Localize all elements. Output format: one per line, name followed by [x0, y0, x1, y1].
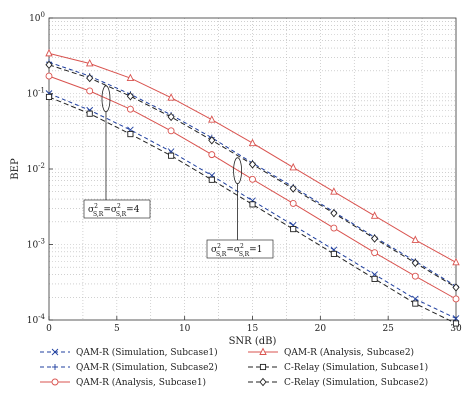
data-point	[208, 151, 216, 159]
data-point	[85, 58, 94, 67]
legend: QAM-R (Simulation, Subcase1) QAM-R (Simul…	[40, 347, 428, 388]
annotation-subcase1: σ2 S,R=σ2 S,R=4	[83, 199, 151, 219]
data-point	[371, 234, 379, 243]
legend-label: C-Relay (Simulation, Subcase2)	[284, 377, 428, 388]
data-point	[289, 184, 297, 193]
data-point	[411, 272, 419, 280]
data-point	[412, 300, 419, 307]
series-line	[48, 96, 457, 324]
x-tick-label: 5	[114, 324, 120, 334]
data-point	[452, 320, 460, 327]
data-point	[411, 235, 420, 243]
annotation-subcase2: σ2 S,R=σ2 S,R=1	[206, 239, 274, 259]
legend-marker	[51, 378, 59, 386]
legend-entry: C-Relay (Simulation, Subcase2)	[248, 377, 428, 388]
data-point	[330, 208, 338, 218]
legend-entry: C-Relay (Simulation, Subcase1)	[248, 362, 428, 373]
data-point	[45, 72, 53, 80]
y-tick-label: 10-2	[27, 162, 45, 175]
data-point	[86, 73, 94, 83]
data-point	[330, 224, 338, 232]
legend-entry: QAM-R (Simulation, Subcase2)	[40, 362, 218, 373]
data-point	[126, 105, 134, 113]
legend-marker	[52, 364, 58, 370]
data-point	[370, 211, 379, 219]
x-stroke	[51, 348, 59, 356]
data-point	[208, 115, 216, 123]
data-point	[167, 112, 175, 122]
data-point	[86, 110, 93, 117]
annotation-text: σ2 S,R=σ2 S,R=1	[211, 243, 262, 258]
annotation-box	[206, 239, 274, 259]
data-point	[289, 199, 297, 207]
x-tick-label: 30	[450, 324, 462, 334]
data-point	[45, 93, 53, 101]
data-point	[452, 257, 460, 266]
legend-marker	[259, 377, 267, 387]
y-ticks: 100 10-1 10-2 10-3 10-4	[27, 11, 53, 326]
series-3	[45, 72, 460, 303]
series-6	[45, 60, 460, 292]
data-point	[249, 175, 256, 183]
data-point	[168, 152, 175, 159]
data-point	[371, 249, 379, 257]
x-tick-label: 10	[179, 324, 191, 334]
series-4	[45, 48, 460, 266]
x-tick-label: 25	[382, 324, 394, 334]
y-tick-label: 100	[29, 11, 45, 24]
data-point	[167, 127, 175, 135]
series-group	[45, 48, 460, 327]
data-point	[127, 131, 134, 138]
legend-label: QAM-R (Analysis, Subcase2)	[284, 347, 414, 358]
data-point	[45, 48, 53, 57]
data-point	[289, 162, 297, 171]
annotation-box	[83, 199, 151, 219]
data-point	[208, 176, 215, 183]
data-point	[452, 295, 460, 303]
y-tick-label: 10-4	[27, 313, 46, 326]
data-point	[452, 283, 460, 292]
legend-label: QAM-R (Simulation, Subcase1)	[76, 347, 218, 358]
legend-label: QAM-R (Analysis, Subcase1)	[76, 377, 206, 388]
data-point	[248, 138, 257, 147]
x-axis-label: SNR (dB)	[229, 336, 277, 347]
data-point	[126, 73, 135, 82]
legend-marker	[259, 363, 267, 371]
data-point	[452, 315, 460, 322]
legend-marker	[51, 348, 59, 356]
x-stroke	[452, 315, 460, 322]
data-point	[248, 160, 257, 169]
data-point	[167, 93, 175, 101]
y-tick-label: 10-1	[27, 87, 45, 100]
annotations: σ2 S,R=σ2 S,R=4 σ2 S,R=σ2 S,R=1	[83, 85, 274, 259]
x-tick-label: 0	[46, 324, 52, 334]
data-point	[411, 258, 419, 268]
y-tick-label: 10-3	[27, 238, 45, 251]
y-axis-label: BEP	[10, 158, 21, 180]
data-point	[86, 87, 94, 95]
x-ticks: 0 5 10 15 20 25 30	[46, 316, 462, 334]
annotation-text: σ2 S,R=σ2 S,R=4	[88, 203, 140, 218]
legend-marker	[259, 347, 267, 355]
grid	[49, 18, 456, 320]
legend-label: C-Relay (Simulation, Subcase1)	[284, 362, 428, 373]
legend-entry: QAM-R (Analysis, Subcase1)	[40, 377, 206, 388]
data-point	[126, 92, 134, 101]
legend-label: QAM-R (Simulation, Subcase2)	[76, 362, 218, 373]
legend-entry: QAM-R (Simulation, Subcase1)	[40, 347, 218, 358]
x-tick-label: 20	[315, 324, 327, 334]
data-point	[45, 60, 53, 69]
legend-entry: QAM-R (Analysis, Subcase2)	[248, 347, 414, 358]
series-line	[48, 93, 457, 319]
data-point	[330, 250, 337, 257]
data-point	[330, 187, 338, 195]
data-point	[290, 226, 297, 233]
x-tick-label: 15	[247, 324, 259, 334]
data-point	[208, 136, 216, 145]
data-point	[249, 201, 256, 208]
data-point	[371, 275, 378, 282]
series-5	[45, 93, 460, 327]
